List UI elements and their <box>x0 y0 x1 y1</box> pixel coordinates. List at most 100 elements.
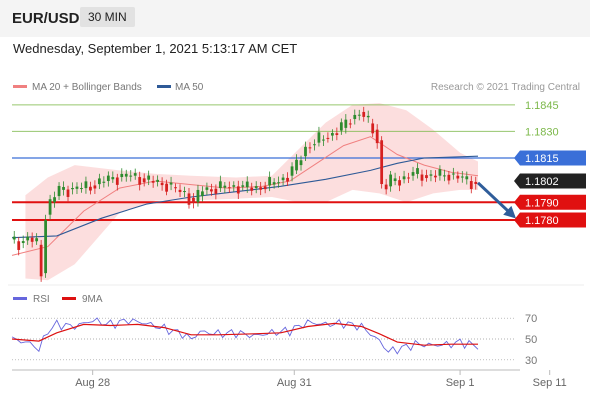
time-tick-label: Sep 11 <box>533 377 567 389</box>
candle <box>218 181 222 189</box>
ma50-legend: MA 50 <box>175 82 204 93</box>
candle <box>286 177 289 182</box>
ma20-line <box>11 136 479 256</box>
candle <box>425 175 428 179</box>
candle <box>75 186 79 189</box>
candle <box>71 188 74 190</box>
candle <box>322 139 325 141</box>
candle <box>375 129 379 144</box>
level-label-text: 1.1802 <box>525 176 559 188</box>
candle <box>326 137 330 139</box>
candle <box>259 187 263 190</box>
candle <box>402 176 406 180</box>
candle <box>80 188 83 190</box>
candle <box>124 173 128 177</box>
chart-datetime: Wednesday, September 1, 2021 5:13:17 AM … <box>13 41 298 56</box>
candle <box>290 166 294 176</box>
candle <box>330 133 334 136</box>
header-bar: EUR/USD 30 MIN <box>0 0 590 37</box>
candle <box>384 184 388 190</box>
candle <box>429 174 433 176</box>
candle <box>362 111 366 117</box>
candle <box>62 186 65 190</box>
candle <box>214 188 218 194</box>
rsi-swatch <box>13 297 27 300</box>
candle <box>281 177 285 181</box>
candle <box>411 172 415 176</box>
candle <box>187 193 191 205</box>
candle <box>313 144 316 146</box>
candle <box>434 175 437 178</box>
candle <box>353 114 357 120</box>
candle <box>348 123 352 125</box>
candle <box>26 236 30 241</box>
rsi-tick-label: 30 <box>525 355 537 367</box>
candle <box>469 181 473 189</box>
candle <box>53 197 56 203</box>
candle <box>250 187 254 191</box>
candle <box>44 220 47 274</box>
rsi-legend-label: RSI <box>33 294 50 305</box>
rsi-line <box>11 317 479 355</box>
candle <box>268 177 272 186</box>
candle <box>357 114 361 116</box>
candle <box>317 132 321 143</box>
credit-text: Research © 2021 Trading Central <box>431 82 580 93</box>
level-label: 1.1830 <box>525 126 559 138</box>
level-label: 1.1845 <box>525 100 559 112</box>
candle <box>210 189 213 192</box>
projection-arrow-head <box>503 205 516 219</box>
candle <box>30 237 34 242</box>
level-label-text: 1.1830 <box>525 126 559 138</box>
level-label-box <box>514 150 586 166</box>
rsi-legend: RSI 9MA <box>13 294 103 305</box>
time-axis: Aug 28 Aug 31 Sep 1 Sep 11 <box>75 370 567 389</box>
ma20-swatch <box>13 85 27 88</box>
time-tick-label: Aug 31 <box>277 377 312 389</box>
candle <box>272 182 276 185</box>
candle <box>393 178 397 182</box>
candle <box>420 174 424 181</box>
candle <box>339 122 343 131</box>
candle <box>147 175 151 180</box>
candle <box>335 133 339 135</box>
candle <box>295 159 298 171</box>
candle <box>138 177 142 185</box>
candle <box>456 175 460 179</box>
level-label-text: 1.1815 <box>525 153 559 165</box>
candle <box>111 177 115 180</box>
candle <box>223 185 227 188</box>
candle <box>115 177 119 185</box>
candle <box>106 175 110 182</box>
candle <box>48 199 52 215</box>
candle <box>474 181 478 184</box>
candle <box>460 176 464 178</box>
ma50-line <box>11 155 479 239</box>
candle <box>17 241 21 250</box>
candle <box>241 185 245 187</box>
candle <box>89 186 92 191</box>
candle <box>120 173 124 178</box>
candle <box>304 146 307 157</box>
timeframe-selector[interactable]: 30 MIN <box>80 7 135 27</box>
candle <box>366 115 370 118</box>
candle <box>416 168 419 174</box>
level-label: 1.1802 <box>514 173 586 189</box>
candle <box>232 185 236 187</box>
rsi-tick-label: 70 <box>525 313 537 325</box>
ma50-swatch <box>157 85 171 88</box>
level-label: 1.1780 <box>514 212 586 228</box>
currency-pair: EUR/USD <box>12 10 80 27</box>
level-label-box <box>514 212 586 228</box>
candle <box>245 181 249 188</box>
candle <box>205 187 209 190</box>
candle <box>151 181 155 183</box>
rsi-ma-line <box>11 322 478 346</box>
candle <box>174 187 177 189</box>
candle <box>129 175 133 177</box>
candle <box>447 174 451 181</box>
candle <box>39 244 43 277</box>
candle <box>227 187 231 189</box>
